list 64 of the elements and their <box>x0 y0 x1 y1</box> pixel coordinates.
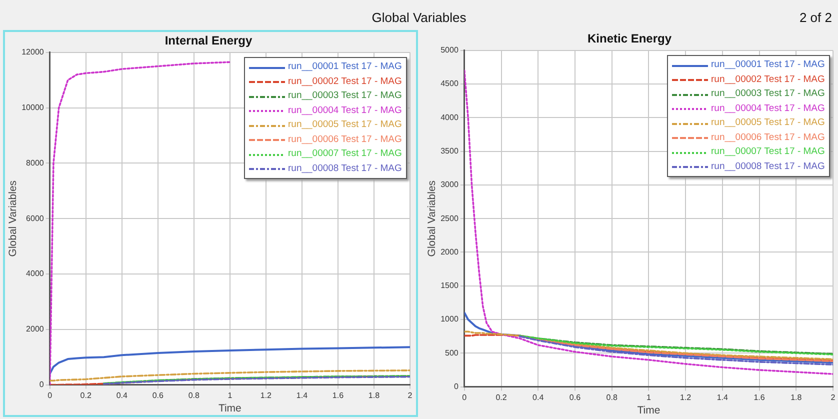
x-tick-label: 1.2 <box>260 390 272 400</box>
x-tick-label: 0.2 <box>80 390 92 400</box>
y-tick-label: 2500 <box>440 214 459 223</box>
x-tick-label: 1.2 <box>680 392 692 402</box>
y-tick-label: 10000 <box>22 103 44 112</box>
x-axis-title: Time <box>218 402 242 415</box>
y-tick-label: 4500 <box>440 79 459 88</box>
x-tick-label: 1 <box>646 392 652 402</box>
y-tick-label: 4000 <box>26 269 44 278</box>
x-tick-label: 1.8 <box>368 390 380 400</box>
x-tick-label: 0.8 <box>606 392 618 402</box>
y-tick-label: 5000 <box>440 46 459 55</box>
y-tick-label: 3000 <box>440 180 459 190</box>
x-tick-label: 0.8 <box>188 390 200 400</box>
x-tick-label: 1.6 <box>332 390 344 400</box>
x-tick-label: 0.6 <box>569 392 582 402</box>
text: 2 of 2 <box>799 10 832 25</box>
y-axis-title: Global Variables <box>426 180 438 257</box>
legend-label: run__00005 Test 17 - MAG <box>288 118 402 132</box>
y-tick-label: 500 <box>445 348 459 358</box>
chart-title: Kinetic Energy <box>587 32 672 46</box>
legend-label: run__00008 Test 17 - MAG <box>288 162 402 176</box>
x-tick-label: 1.4 <box>296 390 308 400</box>
x-tick-label: 0.6 <box>152 390 164 400</box>
legend-label: run__00002 Test 17 - MAG <box>711 72 825 87</box>
text: Global Variables <box>372 10 466 25</box>
x-tick-label: 0 <box>462 392 468 402</box>
legend-label: run__00001 Test 17 - MAG <box>288 60 402 74</box>
legend-label: run__00007 Test 17 - MAG <box>711 145 825 160</box>
legend-label: run__00001 Test 17 - MAG <box>711 58 825 72</box>
x-tick-label: 0.4 <box>532 392 544 402</box>
legend-label: run__00005 Test 17 - MAG <box>711 116 825 130</box>
legend-label: run__00007 Test 17 - MAG <box>288 147 402 162</box>
x-axis-title: Time <box>637 404 660 417</box>
y-tick-label: 1000 <box>440 314 459 324</box>
legend-label: run__00006 Test 17 - MAG <box>288 132 402 147</box>
chart-title: Internal Energy <box>164 34 253 48</box>
y-tick-label: 0 <box>39 380 44 390</box>
y-tick-label: 0 <box>454 382 459 392</box>
y-tick-label: 12000 <box>22 48 44 57</box>
legend-label: run__00004 Test 17 - MAG <box>711 102 825 116</box>
x-tick-label: 2 <box>408 390 413 400</box>
y-axis-title: Global Variables <box>7 180 20 257</box>
legend-label: run__00003 Test 17 - MAG <box>711 87 825 102</box>
y-tick-label: 3500 <box>440 146 459 156</box>
y-tick-label: 6000 <box>26 214 44 223</box>
y-tick-label: 2000 <box>26 324 44 334</box>
y-tick-label: 8000 <box>26 158 44 168</box>
x-tick-label: 2 <box>830 392 836 402</box>
legend-label: run__00008 Test 17 - MAG <box>711 160 825 174</box>
legend-label: run__00006 Test 17 - MAG <box>711 130 825 145</box>
y-tick-label: 1500 <box>440 281 459 290</box>
y-tick-label: 4000 <box>440 112 459 122</box>
x-tick-label: 0.2 <box>496 392 508 402</box>
x-tick-label: 0 <box>48 390 53 400</box>
legend-label: run__00004 Test 17 - MAG <box>288 104 402 118</box>
legend-label: run__00003 Test 17 - MAG <box>288 89 402 104</box>
x-tick-label: 1 <box>228 390 233 400</box>
legend-label: run__00002 Test 17 - MAG <box>288 74 402 89</box>
x-tick-label: 1.8 <box>790 392 802 402</box>
x-tick-label: 1.4 <box>716 392 729 402</box>
y-tick-label: 2000 <box>440 247 459 256</box>
x-tick-label: 1.6 <box>754 392 766 402</box>
x-tick-label: 0.4 <box>116 390 128 400</box>
